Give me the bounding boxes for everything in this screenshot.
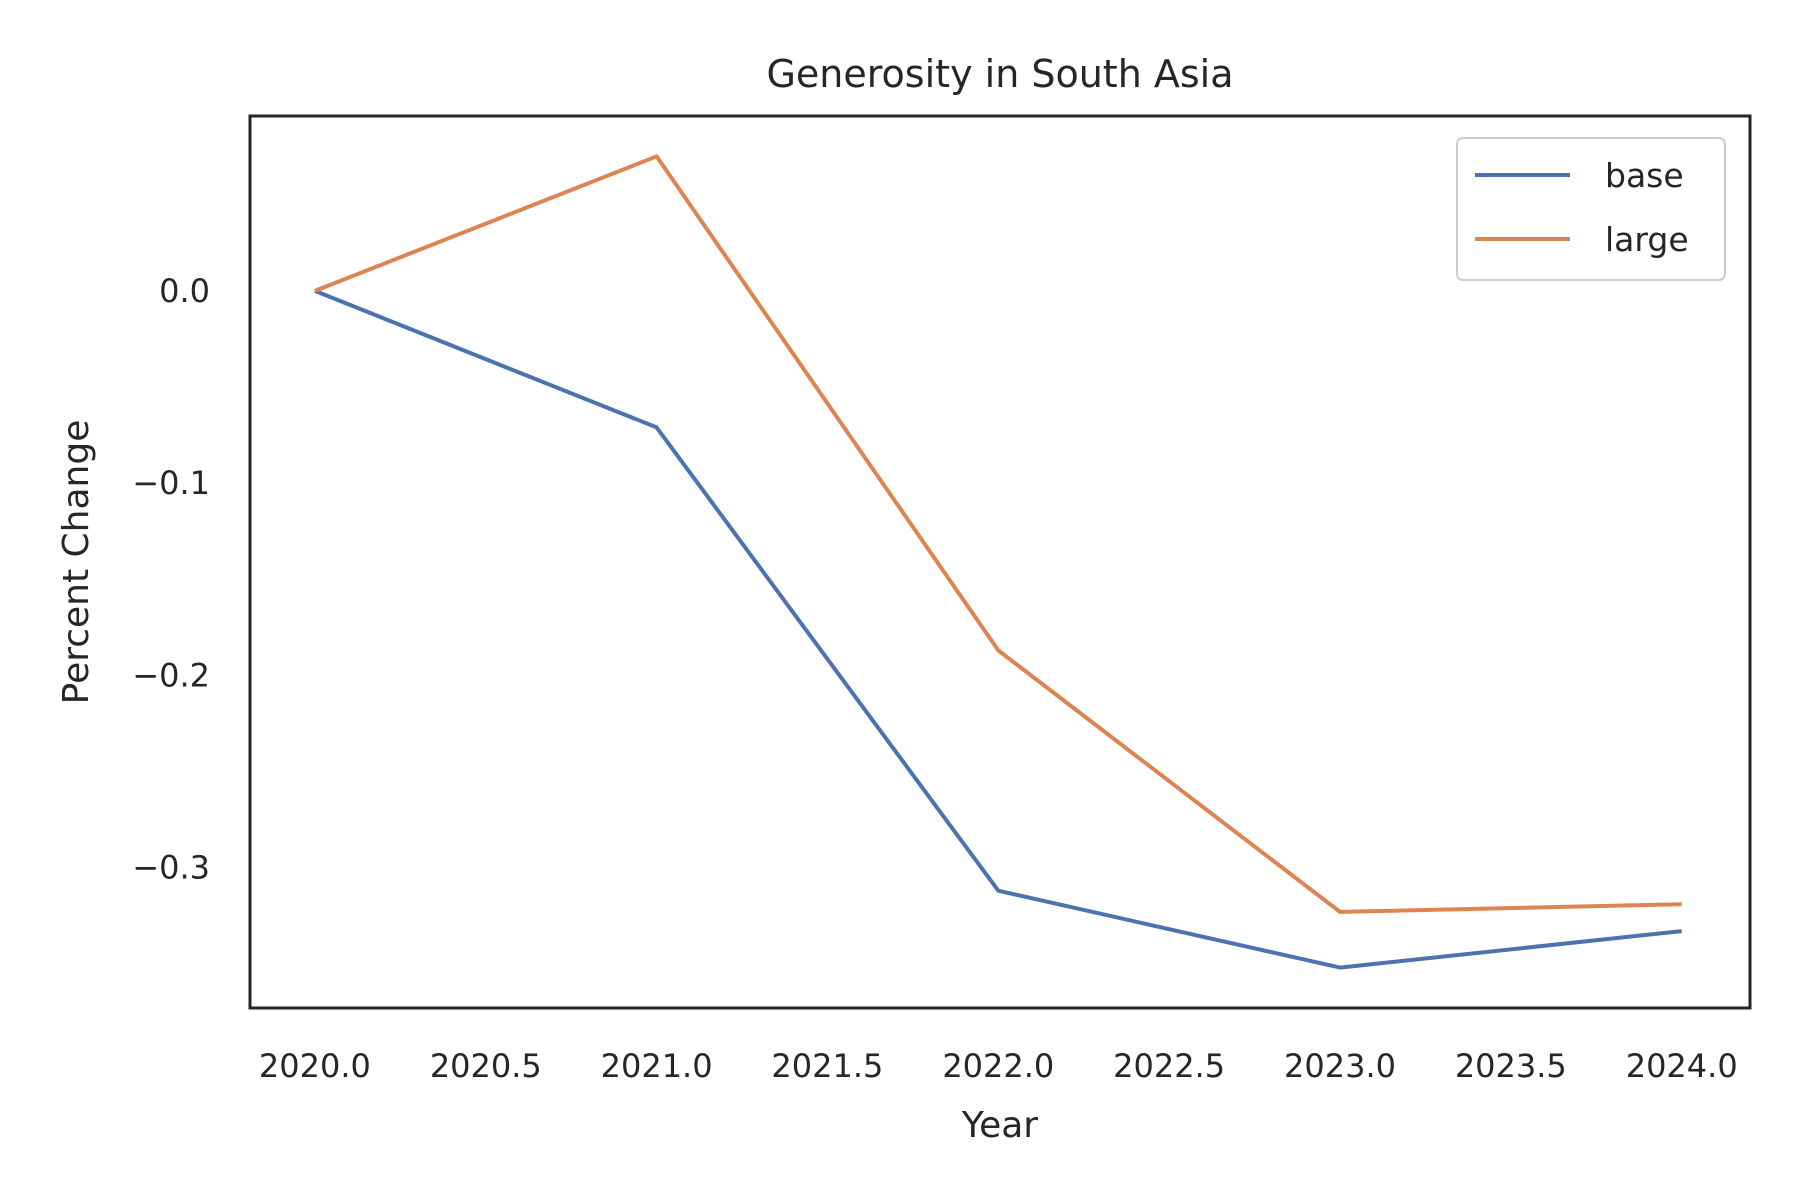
plot-lines — [314, 154, 1682, 970]
plot-frame — [248, 114, 1752, 1010]
series-line-base — [314, 289, 1682, 970]
x-tick-label: 2023.0 — [1284, 1047, 1396, 1085]
y-tick-labels: 0.0 −0.1 −0.2 −0.3 — [132, 272, 210, 887]
x-tick-label: 2021.0 — [601, 1047, 713, 1085]
legend: base large — [1456, 137, 1726, 281]
x-tick-labels: 2020.0 2020.5 2021.0 2021.5 2022.0 2022.5 2023… — [259, 1047, 1738, 1085]
series-line-large — [314, 154, 1682, 914]
legend-label-large: large — [1605, 220, 1689, 259]
x-axis-label: Year — [961, 1105, 1038, 1146]
chart-title: Generosity in South Asia — [766, 52, 1233, 96]
x-tick-label: 2020.5 — [430, 1047, 542, 1085]
y-axis-label: Percent Change — [56, 420, 97, 705]
y-tick-label: −0.2 — [132, 656, 210, 694]
y-tick-label: 0.0 — [159, 272, 210, 310]
x-tick-label: 2022.0 — [942, 1047, 1054, 1085]
y-tick-label: −0.3 — [132, 849, 210, 887]
x-tick-label: 2024.0 — [1626, 1047, 1738, 1085]
y-tick-label: −0.1 — [132, 464, 210, 502]
x-tick-label: 2022.5 — [1113, 1047, 1225, 1085]
x-tick-label: 2020.0 — [259, 1047, 371, 1085]
legend-label-base: base — [1605, 156, 1684, 195]
x-tick-label: 2023.5 — [1455, 1047, 1567, 1085]
x-tick-label: 2021.5 — [771, 1047, 883, 1085]
